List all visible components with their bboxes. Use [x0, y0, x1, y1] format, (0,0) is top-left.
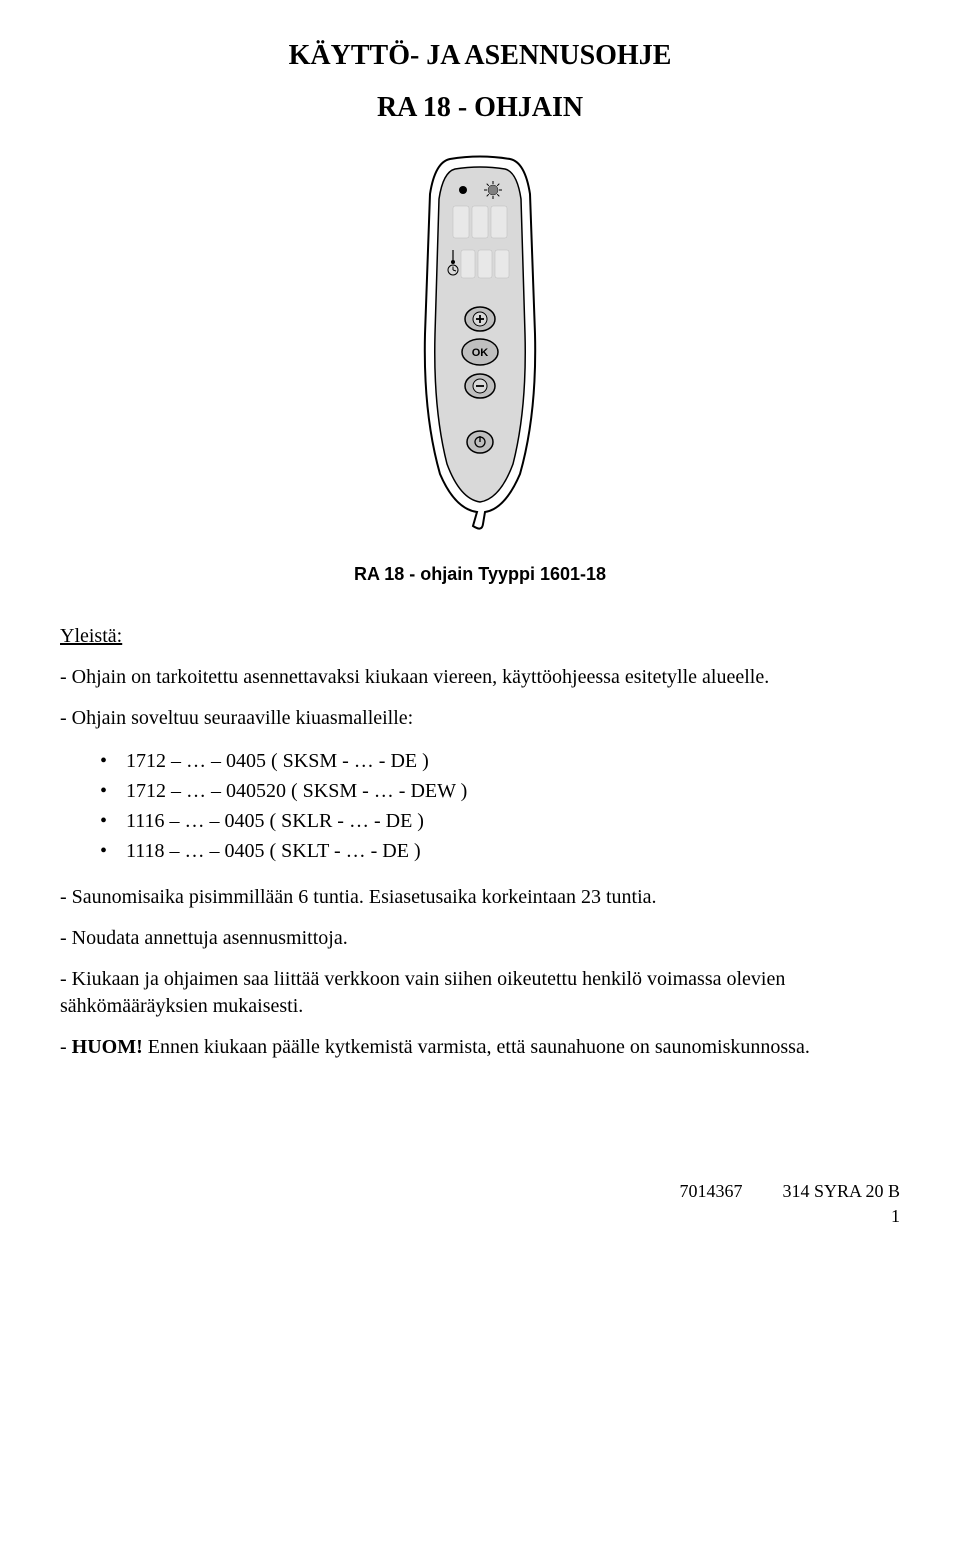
list-item: 1712 – … – 040520 ( SKSM - … - DEW )	[100, 776, 900, 806]
list-item: 1118 – … – 0405 ( SKLT - … - DE )	[100, 836, 900, 866]
note-1: - Saunomisaika pisimmillään 6 tuntia. Es…	[60, 884, 900, 911]
note-4-rest: Ennen kiukaan päälle kytkemistä varmista…	[143, 1036, 810, 1058]
list-item: 1712 – … – 0405 ( SKSM - … - DE )	[100, 746, 900, 776]
intro-paragraph: - Ohjain on tarkoitettu asennettavaksi k…	[60, 664, 900, 691]
model-list: 1712 – … – 0405 ( SKSM - … - DE ) 1712 –…	[60, 746, 900, 866]
note-2: - Noudata annettuja asennusmittoja.	[60, 925, 900, 952]
huom-label: HUOM!	[72, 1036, 143, 1058]
footer: 7014367 314 SYRA 20 B	[60, 1181, 900, 1202]
note-4: - HUOM! Ennen kiukaan päälle kytkemistä …	[60, 1034, 900, 1061]
ok-label: OK	[472, 347, 489, 359]
remote-caption: RA 18 - ohjain Tyyppi 1601-18	[60, 564, 900, 585]
list-intro: - Ohjain soveltuu seuraaville kiuasmalle…	[60, 705, 900, 732]
sub-title: RA 18 - OHJAIN	[60, 92, 900, 124]
note-4-prefix: -	[60, 1036, 72, 1058]
footer-code-1: 7014367	[679, 1181, 742, 1202]
remote-svg: OK	[405, 154, 555, 534]
main-title: KÄYTTÖ- JA ASENNUSOHJE	[60, 40, 900, 72]
list-item: 1116 – … – 0405 ( SKLR - … - DE )	[100, 806, 900, 836]
page-number: 1	[60, 1206, 900, 1227]
section-heading: Yleistä:	[60, 625, 900, 648]
remote-illustration: OK	[60, 154, 900, 534]
footer-code-2: 314 SYRA 20 B	[782, 1181, 900, 1202]
note-3: - Kiukaan ja ohjaimen saa liittää verkko…	[60, 966, 900, 1020]
